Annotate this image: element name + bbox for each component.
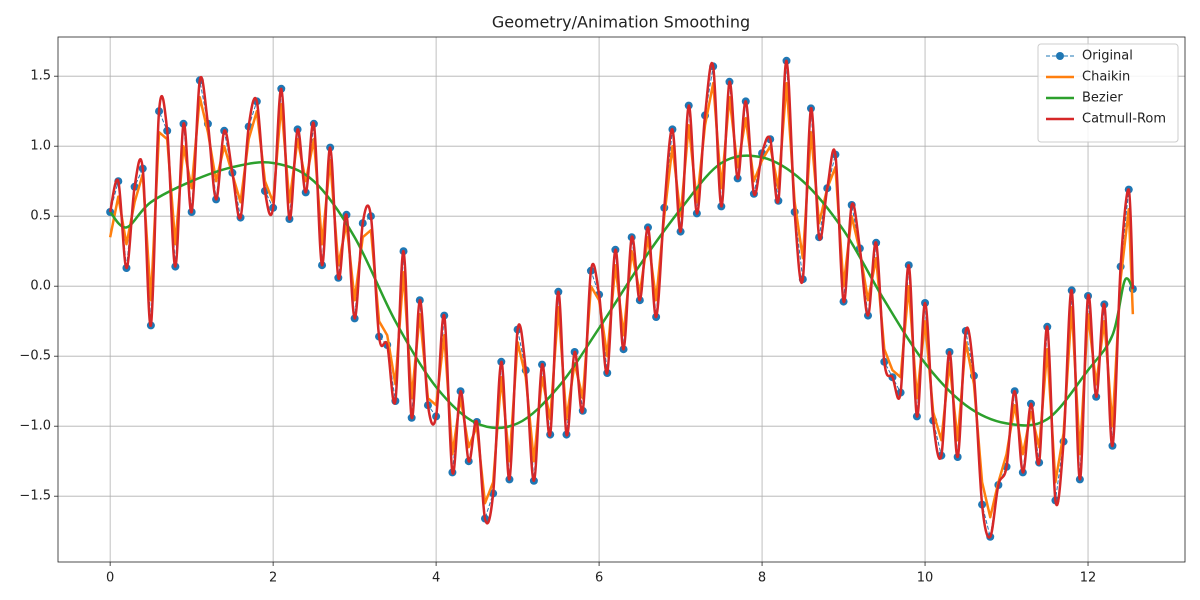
plot-area <box>106 56 1137 541</box>
y-tick-label: 0.0 <box>30 279 51 294</box>
chart-title: Geometry/Animation Smoothing <box>492 13 750 32</box>
series-line <box>109 154 1134 430</box>
y-tick-label: −1.0 <box>19 419 51 434</box>
series-line <box>108 59 1135 539</box>
x-tick-label: 2 <box>269 571 277 586</box>
y-tick-label: 0.5 <box>30 209 51 224</box>
grid: 0 2 4 6 8 10 12 −1.5 −1.0 −0.5 0.0 0.5 1.0 1.5 <box>19 37 1185 586</box>
y-tick-label: 1.5 <box>30 69 51 84</box>
y-tick-label: −1.5 <box>19 489 51 504</box>
legend-label: Bezier <box>1082 91 1123 106</box>
x-tick-label: 6 <box>595 571 603 586</box>
legend-label: Original <box>1082 49 1133 64</box>
x-tick-label: 0 <box>106 571 114 586</box>
legend-label: Chaikin <box>1082 70 1130 85</box>
y-tick-label: 1.0 <box>30 139 51 154</box>
x-tick-label: 10 <box>917 571 934 586</box>
x-tick-label: 4 <box>432 571 440 586</box>
legend-marker <box>1056 52 1064 60</box>
legend-box <box>1037 43 1179 143</box>
y-tick-label: −0.5 <box>19 349 51 364</box>
legend-label: Catmull-Rom <box>1082 112 1166 127</box>
x-tick-label: 12 <box>1080 571 1097 586</box>
axes-frame <box>57 36 1186 563</box>
x-tick-label: 8 <box>758 571 766 586</box>
legend: Original Chaikin Bezier Catmull-Rom <box>1037 43 1179 143</box>
